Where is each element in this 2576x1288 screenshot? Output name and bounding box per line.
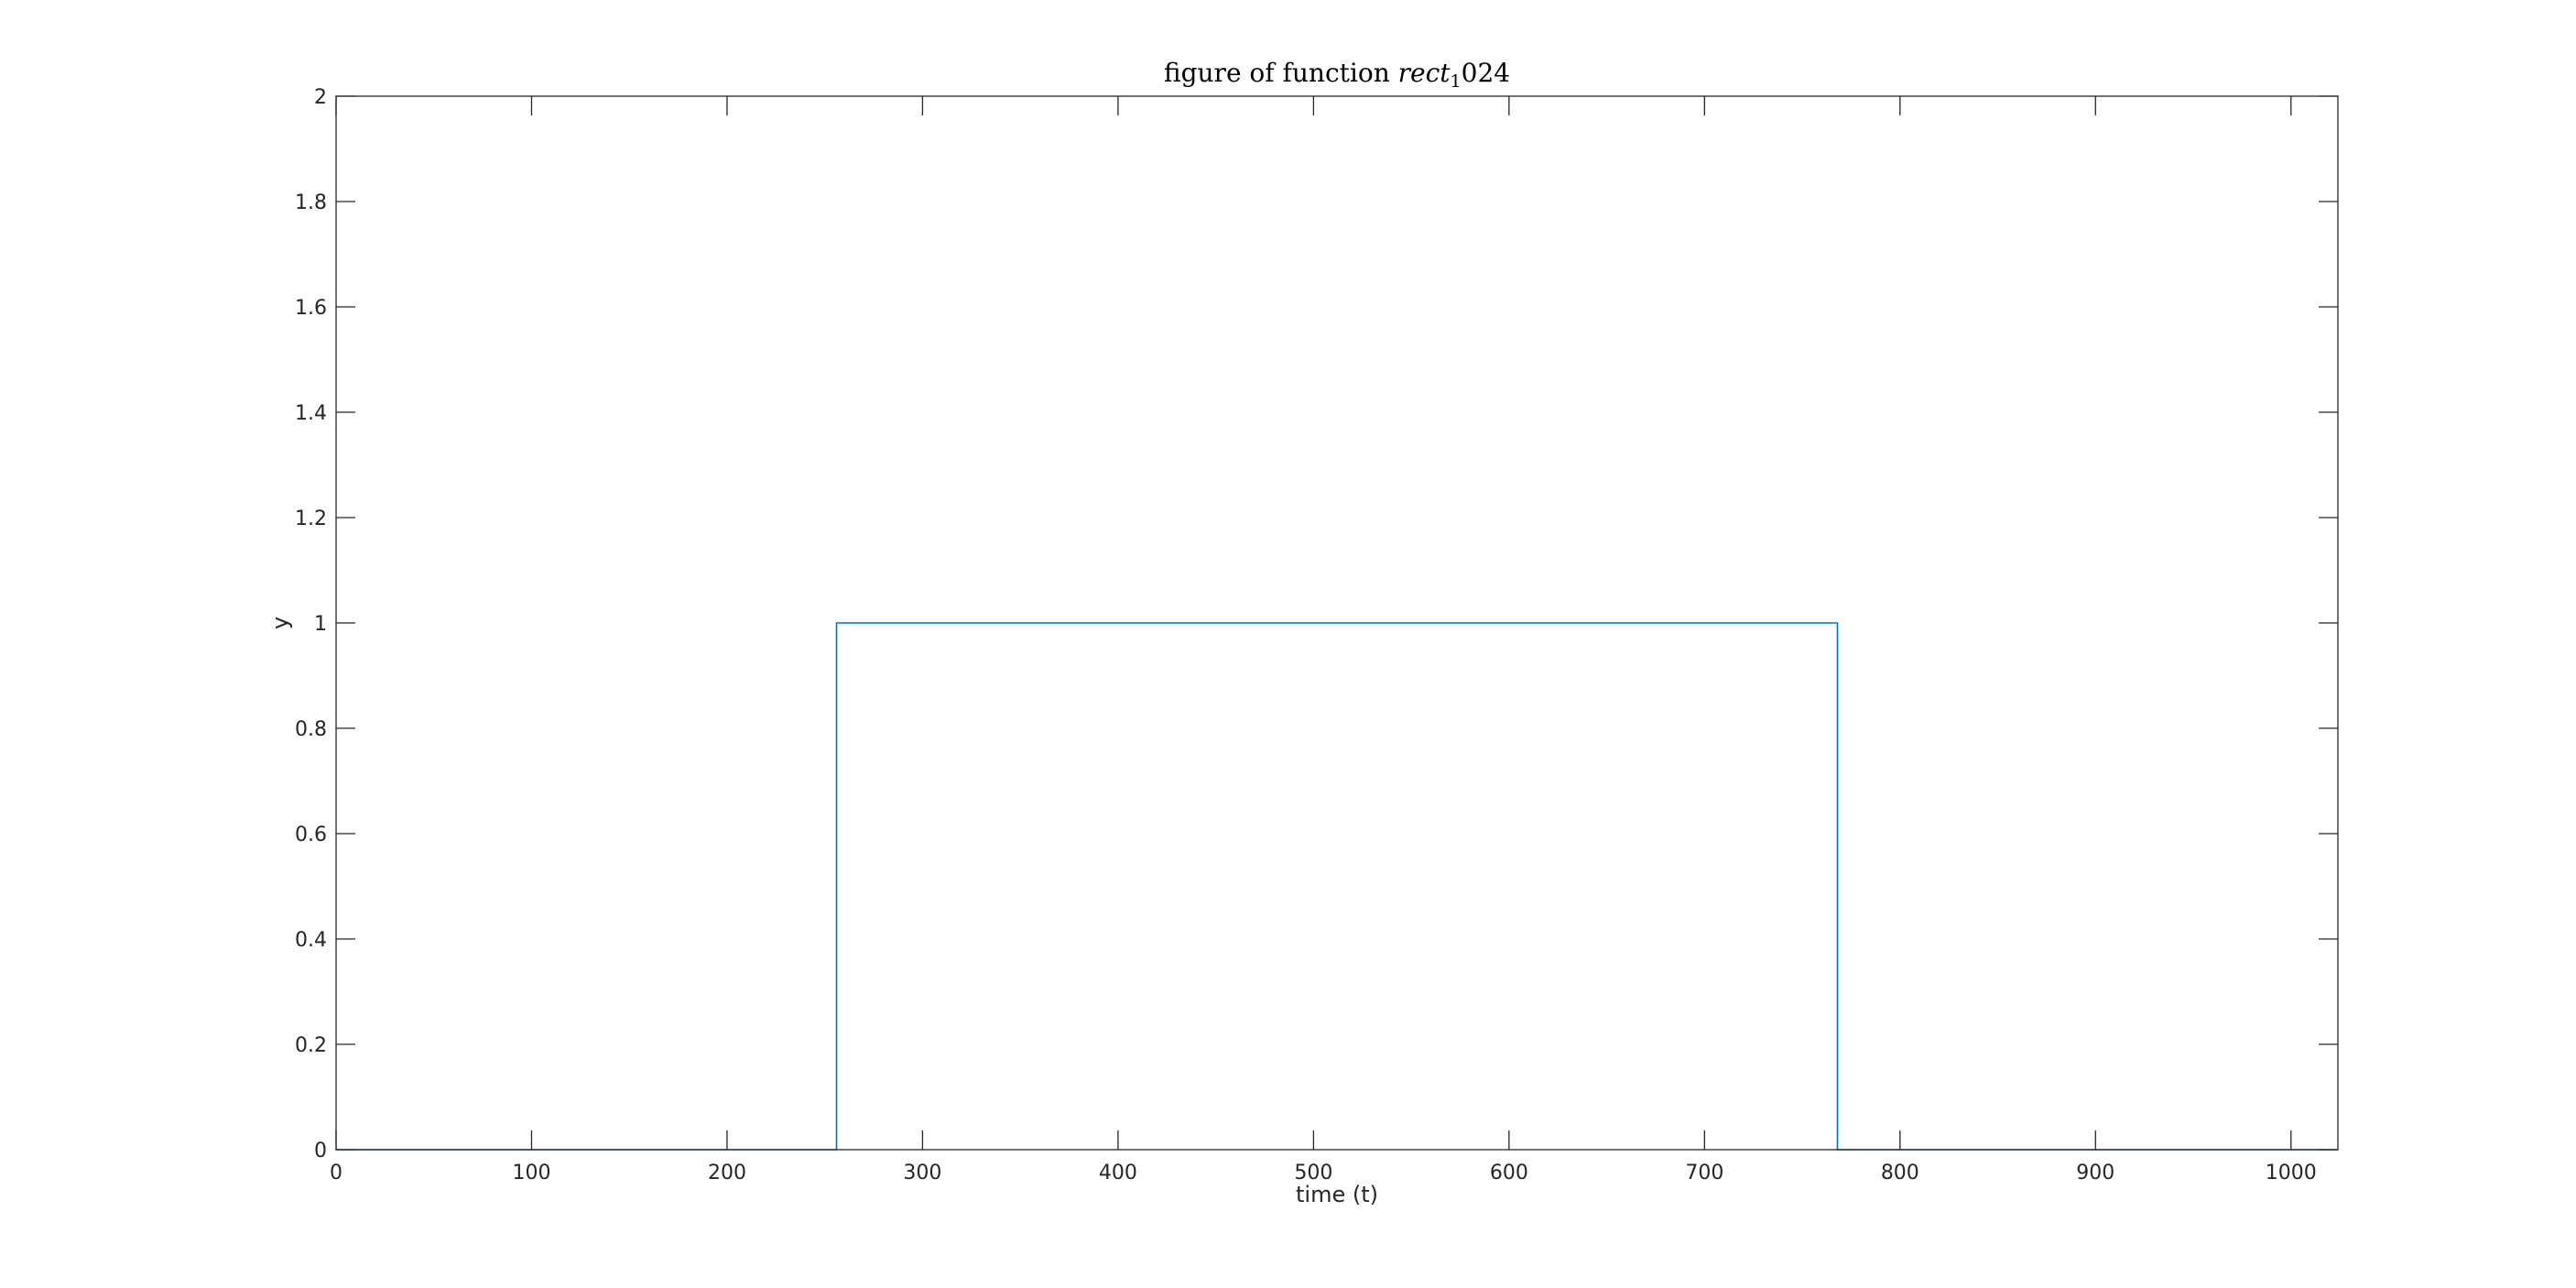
y-tick-label: 0.8 (295, 718, 327, 741)
plot-frame (335, 95, 2339, 1151)
x-tick-label: 300 (903, 1162, 941, 1184)
x-tick-label: 800 (1881, 1162, 1919, 1184)
x-tick-label: 100 (512, 1162, 550, 1184)
x-tick-label: 0 (330, 1162, 342, 1184)
y-tick-label: 1.4 (295, 402, 327, 425)
y-tick-label: 1.6 (295, 297, 327, 320)
chart-title-subscript: 1 (1451, 71, 1462, 92)
y-tick-label: 0 (314, 1140, 327, 1162)
x-tick-label: 200 (708, 1162, 746, 1184)
x-tick-label: 700 (1685, 1162, 1723, 1184)
chart-title-prefix: figure of function (1164, 58, 1398, 88)
y-tick-label: 1 (314, 613, 327, 636)
y-axis-label: y (267, 617, 293, 629)
series-layer (336, 622, 2338, 1151)
y-tick-label: 0.2 (295, 1034, 327, 1057)
x-axis-label: time (t) (1296, 1182, 1378, 1207)
x-tick-label: 1000 (2266, 1162, 2317, 1184)
x-tick-label: 600 (1490, 1162, 1528, 1184)
y-tick-labels: 0 0.2 0.4 0.6 0.8 1 1.2 1.4 1.6 1.8 2 (295, 86, 327, 1162)
y-tick-label: 1.8 (295, 191, 327, 214)
y-tick-label: 0.6 (295, 824, 327, 846)
y-tick-label: 1.2 (295, 508, 327, 530)
x-tick-label: 900 (2076, 1162, 2114, 1184)
chart-title-suffix: 024 (1462, 58, 1510, 88)
chart-title-math: rect (1398, 58, 1451, 88)
y-tick-label: 0.4 (295, 929, 327, 952)
chart-title: figure of function rect1024 (1164, 58, 1510, 92)
x-tick-labels: 0 100 200 300 400 500 600 700 800 900 1000 (330, 1162, 2317, 1184)
x-tick-label: 400 (1099, 1162, 1137, 1184)
y-tick-label: 2 (314, 86, 327, 109)
series-line (336, 622, 2338, 1151)
x-tick-label: 500 (1294, 1162, 1332, 1184)
